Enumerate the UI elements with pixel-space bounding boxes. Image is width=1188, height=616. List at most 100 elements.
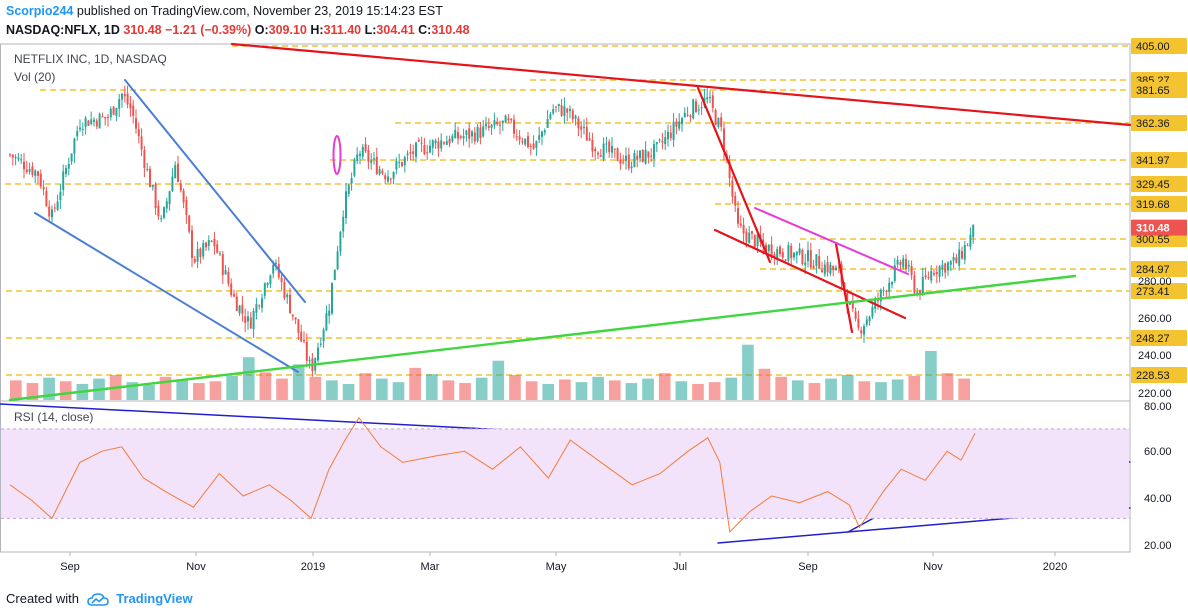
candle-body [907,264,910,267]
candle-body [790,245,793,259]
candle-body [700,107,703,109]
time-tick-label: 2020 [1043,561,1067,573]
candle-body [303,339,305,342]
volume-bar [775,376,787,400]
price-level-label: 300.55 [1136,234,1170,246]
candle-body [266,283,269,286]
candle-body [101,116,104,118]
candle-body [359,153,361,156]
candle-body [445,141,448,145]
candle-body [20,159,23,161]
candle-body [199,248,202,258]
rsi-tick-label: 60.00 [1144,446,1172,458]
publish-info: Scorpio244 published on TradingView.com,… [0,0,443,22]
candle-body [524,138,527,145]
candle-body [891,282,893,285]
candle-body [118,99,121,109]
candle-body [504,115,507,123]
candle-body [835,267,837,271]
candle-body [398,162,401,164]
candle-body [501,120,504,124]
candle-body [81,128,84,130]
candle-body [611,146,613,153]
candle-body [146,169,149,171]
volume-bar [176,379,189,400]
candle-body [367,150,370,162]
candle-body [591,139,594,152]
tradingview-brand[interactable]: TradingView [116,591,193,606]
candle-body [899,262,902,266]
volume-bar [442,380,455,400]
candle-body [462,135,465,139]
rsi-band [1,428,1129,519]
candle-body [961,251,963,259]
candle-body [473,132,476,142]
price-level-label: 381.65 [1136,85,1170,97]
rsi-tick-label: 80.00 [1144,401,1172,413]
candle-body [163,207,165,218]
volume-bar [409,367,421,400]
candle-body [238,305,241,314]
candle-body [297,319,300,333]
candle-body [361,146,364,157]
candle-body [493,120,496,126]
candle-body [737,208,739,224]
candle-body [482,126,485,137]
candle-body [720,117,723,127]
candle-body [955,257,958,264]
candle-body [930,271,933,281]
candle-body [753,235,756,247]
candle-body [129,103,132,109]
candle-body [202,243,205,257]
candle-body [193,258,196,263]
candle-body [53,207,56,209]
volume-bar [425,374,438,400]
candle-body [857,318,860,328]
low-label: L: [364,23,377,37]
volume-bar [459,383,471,400]
candle-body [655,141,658,145]
volume-bar [575,382,588,400]
candle-body [308,359,311,362]
candle-body [403,157,406,166]
candle-body [485,124,487,127]
candle-body [409,152,412,154]
candle-body [65,167,67,175]
volume-bar [875,382,887,400]
candle-body [686,114,689,116]
candle-body [902,258,905,268]
candle-body [538,135,541,140]
volume-bar [742,344,754,400]
candle-body [885,291,888,293]
candle-body [566,108,569,113]
candle-body [11,154,14,158]
candle-body [291,314,294,317]
candle-body [336,251,339,270]
close-label: C: [418,23,432,37]
candle-body [9,154,11,156]
candle-body [406,153,409,156]
candle-body [644,149,647,164]
candle-body [627,154,630,169]
price-level-badge [1131,115,1187,131]
candle-body [633,153,636,167]
created-with-text: Created with [6,591,79,606]
candle-body [305,341,308,361]
candle-body [639,150,641,159]
candle-body [191,230,193,259]
volume-bar [126,382,139,400]
volume-bar [509,375,521,400]
candle-body [963,245,966,260]
price-level-badge [1131,283,1187,299]
author-link[interactable]: Scorpio244 [6,4,74,18]
candle-body [697,109,700,111]
candle-body [944,263,947,273]
candle-body [605,143,608,145]
candle-body [76,131,79,137]
candle-body [636,155,639,160]
price-levels [5,45,1130,376]
candle-body [557,103,560,107]
time-tick-label: May [546,561,567,573]
volume-bar [475,377,488,400]
